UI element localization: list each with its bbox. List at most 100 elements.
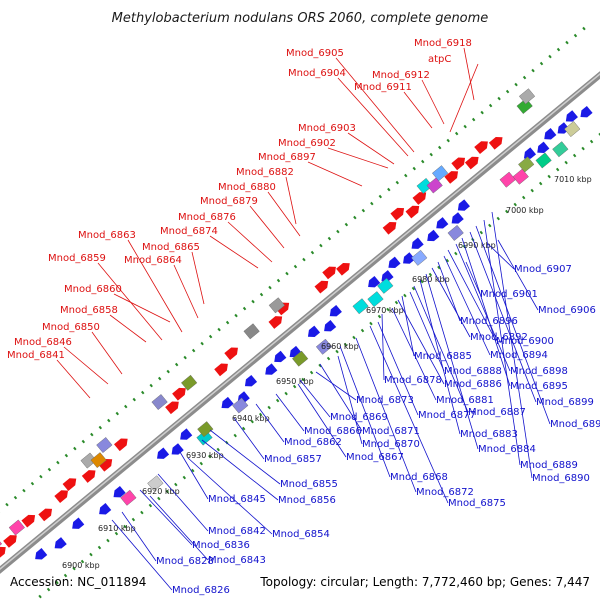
reverse-gene-2 (72, 517, 85, 529)
reverse-gene-25 (457, 199, 470, 211)
scale-labels: 6900 kbp 6910 kbp 6920 kbp 6930 kbp 6940 kbp… (62, 175, 592, 570)
forward-gene-label: Mnod_6876 (178, 212, 236, 223)
feature-box-18 (232, 397, 249, 414)
reverse-leader-line (425, 273, 479, 450)
reverse-leader-line (339, 345, 391, 478)
reverse-gene-27 (537, 141, 550, 153)
forward-leader-line (267, 191, 301, 237)
reverse-leader-line (469, 231, 537, 403)
forward-gene-5 (62, 478, 77, 491)
forward-gene-9 (165, 401, 179, 415)
reverse-gene-label: Mnod_6862 (284, 437, 342, 448)
forward-gene-label: Mnod_6863 (78, 230, 136, 241)
feature-box-6 (181, 374, 198, 391)
reverse-gene-31 (580, 105, 593, 118)
forward-gene-label: Mnod_6841 (7, 350, 65, 361)
reverse-leader-line (419, 279, 461, 435)
forward-gene-label: Mnod_6859 (48, 253, 106, 264)
feature-box-13 (518, 88, 536, 105)
reverse-leader-line (483, 219, 521, 466)
forward-leader-line (191, 251, 205, 305)
reverse-gene-24 (451, 212, 464, 224)
forward-gene-label: Mnod_6905 (286, 48, 344, 59)
forward-leader-line (403, 91, 433, 129)
reverse-gene-label: Mnod_6843 (208, 555, 266, 566)
forward-gene-label: Mnod_6880 (218, 182, 276, 193)
forward-gene-25 (474, 141, 488, 154)
reverse-gene-label: Mnod_6836 (192, 540, 250, 551)
feature-box-26 (499, 171, 516, 188)
reverse-leader-line (497, 239, 539, 311)
reverse-leader-line (487, 243, 515, 270)
feature-box-27 (512, 168, 529, 185)
reverse-gene-label: Mnod_6842 (208, 526, 266, 537)
map-title: Methylobacterium nodulans ORS 2060, comp… (112, 11, 489, 26)
forward-gene-labels: Mnod_6841 Mnod_6846 Mnod_6850 Mnod_6858 Mnod… (7, 38, 479, 399)
feature-box-5 (151, 394, 168, 410)
reverse-leader-line (111, 519, 173, 591)
forward-gene-12 (224, 347, 238, 361)
reverse-leader-line (381, 313, 385, 381)
feature-box-31 (564, 121, 581, 138)
feature-box-25 (447, 224, 464, 241)
reverse-gene-5 (157, 447, 170, 459)
feature-box-7 (243, 323, 260, 340)
reverse-leader-line (443, 255, 491, 356)
forward-leader-line (173, 264, 199, 319)
scale-tick-label: 6940 kbp (232, 414, 270, 423)
reverse-leader-line (139, 489, 193, 546)
reverse-leader-line (377, 321, 419, 416)
reverse-gene-label: Mnod_6894 (490, 350, 548, 361)
reverse-gene-28 (544, 128, 557, 140)
backbone-highlight (0, 73, 600, 570)
reverse-gene-label: Mnod_6906 (538, 305, 596, 316)
lower-scale-line (33, 132, 600, 600)
reverse-gene-label: Mnod_6875 (448, 498, 506, 509)
forward-gene-label: atpC (428, 54, 451, 65)
reverse-leader-line (355, 337, 417, 493)
forward-leader-line (97, 262, 163, 341)
forward-gene-13 (268, 316, 283, 329)
reverse-gene-0 (35, 548, 48, 560)
forward-leader-line (449, 63, 479, 133)
reverse-gene-label: Mnod_6893 (550, 419, 600, 430)
feature-box-8 (268, 297, 285, 314)
reverse-leader-line (475, 225, 551, 425)
reverse-leader-line (187, 457, 273, 535)
forward-leader-line (63, 346, 109, 385)
feature-box-2 (80, 452, 97, 469)
reverse-leader-line (297, 383, 347, 458)
reverse-leader-line (413, 285, 469, 413)
forward-gene-19 (390, 207, 405, 221)
reverse-gene-label: Mnod_6867 (346, 452, 404, 463)
reverse-gene-8 (221, 396, 234, 409)
forward-leader-line (337, 77, 409, 157)
forward-gene-18 (382, 221, 397, 235)
feature-box-15 (147, 475, 164, 492)
reverse-gene-6 (171, 443, 184, 455)
feature-box-9 (416, 177, 433, 194)
feature-box-11 (432, 165, 449, 182)
forward-leader-line (307, 161, 363, 187)
forward-gene-20 (405, 205, 420, 219)
feature-box-23 (377, 277, 394, 294)
forward-gene-label: Mnod_6902 (278, 138, 336, 149)
reverse-gene-label: Mnod_6885 (414, 351, 472, 362)
reverse-leader-line (491, 211, 533, 479)
forward-gene-10 (172, 387, 186, 401)
reverse-gene-12 (274, 350, 287, 363)
reverse-gene-label: Mnod_6883 (460, 429, 518, 440)
forward-gene-22 (444, 171, 459, 184)
forward-gene-17 (336, 262, 350, 276)
feature-box-19 (292, 350, 309, 367)
forward-gene-label: Mnod_6903 (298, 123, 356, 134)
reverse-gene-label: Mnod_6873 (356, 395, 414, 406)
forward-leader-line (113, 293, 171, 323)
feature-box-20 (315, 338, 333, 355)
forward-gene-0 (0, 546, 6, 560)
reverse-gene-30 (565, 110, 578, 122)
reverse-gene-22 (427, 229, 440, 242)
feature-box-12 (516, 98, 533, 114)
reverse-gene-label: Mnod_6907 (514, 264, 572, 275)
